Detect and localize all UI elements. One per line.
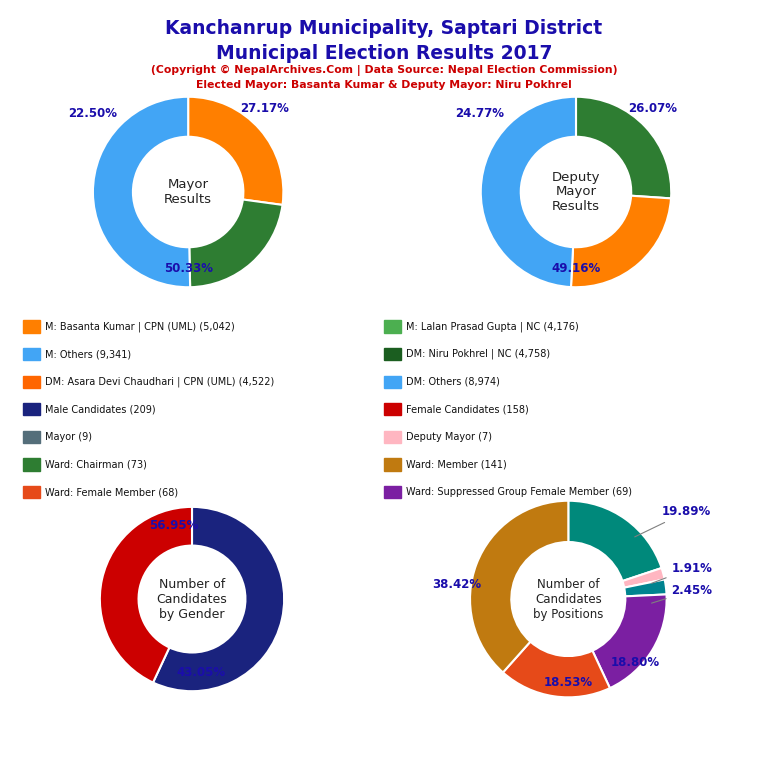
Text: 56.95%: 56.95% [149, 519, 198, 531]
Text: 50.33%: 50.33% [164, 262, 213, 275]
Text: Mayor
Results: Mayor Results [164, 178, 212, 206]
Text: Ward: Chairman (73): Ward: Chairman (73) [45, 459, 147, 470]
Text: M: Basanta Kumar | CPN (UML) (5,042): M: Basanta Kumar | CPN (UML) (5,042) [45, 321, 235, 332]
Wedge shape [624, 579, 667, 597]
Wedge shape [481, 97, 576, 287]
Text: 22.50%: 22.50% [68, 108, 117, 121]
Wedge shape [503, 641, 610, 697]
Text: Number of
Candidates
by Gender: Number of Candidates by Gender [157, 578, 227, 621]
Wedge shape [100, 507, 192, 683]
Text: 2.45%: 2.45% [651, 584, 713, 603]
Text: 18.53%: 18.53% [544, 676, 593, 689]
Text: 38.42%: 38.42% [432, 578, 482, 591]
Wedge shape [93, 97, 190, 287]
Text: 24.77%: 24.77% [455, 108, 505, 121]
Text: Ward: Female Member (68): Ward: Female Member (68) [45, 487, 178, 498]
Wedge shape [568, 501, 661, 581]
Wedge shape [571, 196, 671, 287]
Text: Deputy Mayor (7): Deputy Mayor (7) [406, 432, 492, 442]
Wedge shape [592, 594, 667, 688]
Wedge shape [622, 568, 664, 588]
Wedge shape [470, 501, 568, 673]
Text: Male Candidates (209): Male Candidates (209) [45, 404, 156, 415]
Text: 49.16%: 49.16% [551, 262, 601, 275]
Text: Number of
Candidates
by Positions: Number of Candidates by Positions [533, 578, 604, 621]
Wedge shape [189, 200, 283, 287]
Text: Mayor (9): Mayor (9) [45, 432, 92, 442]
Text: Ward: Member (141): Ward: Member (141) [406, 459, 507, 470]
Text: Ward: Suppressed Group Female Member (69): Ward: Suppressed Group Female Member (69… [406, 487, 632, 498]
Text: 19.89%: 19.89% [634, 505, 711, 537]
Text: DM: Asara Devi Chaudhari | CPN (UML) (4,522): DM: Asara Devi Chaudhari | CPN (UML) (4,… [45, 376, 275, 387]
Text: 26.07%: 26.07% [628, 101, 677, 114]
Text: M: Lalan Prasad Gupta | NC (4,176): M: Lalan Prasad Gupta | NC (4,176) [406, 321, 579, 332]
Text: 43.05%: 43.05% [177, 667, 226, 679]
Text: DM: Others (8,974): DM: Others (8,974) [406, 376, 500, 387]
Text: 27.17%: 27.17% [240, 101, 290, 114]
Wedge shape [153, 507, 284, 691]
Text: Deputy
Mayor
Results: Deputy Mayor Results [551, 170, 601, 214]
Text: 18.80%: 18.80% [611, 657, 660, 670]
Wedge shape [576, 97, 671, 198]
Text: DM: Niru Pokhrel | NC (4,758): DM: Niru Pokhrel | NC (4,758) [406, 349, 551, 359]
Text: 1.91%: 1.91% [651, 561, 713, 584]
Text: Kanchanrup Municipality, Saptari District
Municipal Election Results 2017: Kanchanrup Municipality, Saptari Distric… [165, 19, 603, 63]
Text: (Copyright © NepalArchives.Com | Data Source: Nepal Election Commission)
Elected: (Copyright © NepalArchives.Com | Data So… [151, 65, 617, 91]
Text: Female Candidates (158): Female Candidates (158) [406, 404, 529, 415]
Text: M: Others (9,341): M: Others (9,341) [45, 349, 131, 359]
Wedge shape [188, 97, 283, 205]
